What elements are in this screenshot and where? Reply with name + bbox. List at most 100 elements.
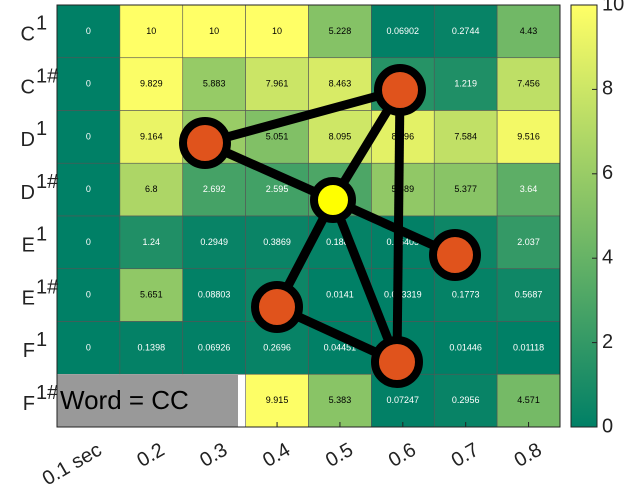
cell <box>56 4 121 59</box>
cell-label: 0.3869 <box>263 237 291 247</box>
cell-label: 0.01118 <box>513 342 544 352</box>
x-tick-label: 0.2 <box>133 439 168 472</box>
row-label: C <box>21 24 35 46</box>
cell-label: 0.0141 <box>326 290 354 300</box>
node <box>429 229 481 281</box>
cell <box>433 57 498 111</box>
cell-label: 0.06926 <box>198 342 231 352</box>
graph-overlay <box>179 64 481 388</box>
cell <box>496 4 561 59</box>
cell-label: 6.8 <box>145 184 158 194</box>
cell-label: 0.01446 <box>449 342 482 352</box>
row-label-sup: 1# <box>36 171 59 193</box>
cell-label: 0.2949 <box>200 237 228 247</box>
cell-label: 10 <box>272 26 282 36</box>
cell <box>433 162 498 217</box>
cell-label: 5.228 <box>329 26 352 36</box>
cell <box>496 162 561 217</box>
word-annotation: Word = CC <box>60 385 189 415</box>
cell-label: 5.883 <box>203 79 226 89</box>
row-label: E <box>22 235 35 257</box>
cell <box>119 162 184 217</box>
cell-label: 0.1883 <box>326 237 354 247</box>
row-label-sup: 1 <box>36 13 47 35</box>
cell-label: 3.64 <box>520 184 538 194</box>
cell <box>496 57 561 111</box>
cell <box>182 321 246 375</box>
cell-label: 8.095 <box>329 131 352 141</box>
cell-label: 0.2744 <box>452 26 480 36</box>
node <box>179 117 231 169</box>
cell <box>496 215 561 270</box>
node <box>374 64 426 116</box>
cell-label: 2.692 <box>203 184 226 194</box>
x-tick-label: 0.6 <box>385 439 420 472</box>
cell <box>496 321 561 375</box>
cell <box>119 268 184 322</box>
cell-label: 5.383 <box>329 395 352 405</box>
row-label: C <box>21 76 35 98</box>
plot-frame <box>56 4 561 428</box>
row-label-sup: 1# <box>36 382 59 404</box>
cell-label: 0 <box>86 79 91 89</box>
cell-label: 0.04451 <box>324 342 357 352</box>
x-tick-label: 0.3 <box>196 439 231 472</box>
cell <box>119 215 184 270</box>
cell <box>56 162 121 217</box>
cell <box>182 162 246 217</box>
cell <box>56 268 121 322</box>
node <box>251 281 303 333</box>
cell-label: 0.08803 <box>198 290 231 300</box>
cell <box>182 215 246 270</box>
cell-label: 9.829 <box>140 79 163 89</box>
cell-label: 0.5687 <box>515 290 543 300</box>
cell-label: 5.051 <box>266 131 289 141</box>
colorbar-tick-label: 10 <box>602 0 624 15</box>
cell <box>308 4 372 59</box>
cell-label: 10 <box>146 26 156 36</box>
cell <box>119 110 184 164</box>
cell <box>119 321 184 375</box>
cell-label: 0 <box>86 342 91 352</box>
heatmap: 0 10 10 10 5.228 0.06902 0.2744 4.43 0 9.829 5.883… <box>56 4 561 428</box>
cell-label: 0.1398 <box>138 342 166 352</box>
cell-label: 0 <box>86 290 91 300</box>
row-label-sup: 1# <box>36 65 59 87</box>
x-tick-label: 0.5 <box>322 439 357 472</box>
cell-label: 9.164 <box>140 131 163 141</box>
cell-label: 9.516 <box>517 131 540 141</box>
cell <box>371 4 435 59</box>
cell-label: 0.2956 <box>452 395 480 405</box>
colorbar-tick-label: 8 <box>602 78 613 100</box>
cell-label: 4.571 <box>517 395 540 405</box>
cell-label: 4.43 <box>520 26 538 36</box>
cell-label: 2.595 <box>266 184 289 194</box>
cell-label: 0 <box>86 131 91 141</box>
row-label: D <box>21 129 35 151</box>
cell <box>56 110 121 164</box>
node <box>371 336 423 388</box>
row-label-sup: 1 <box>36 224 47 246</box>
row-label: D <box>21 182 35 204</box>
cell-label: 7.584 <box>454 131 477 141</box>
colorbar-tick-label: 0 <box>602 415 613 437</box>
cell <box>245 4 309 59</box>
node <box>310 177 356 223</box>
cell <box>433 321 498 375</box>
colorbar-tick-label: 2 <box>602 331 613 353</box>
cell-label: 0 <box>86 184 91 194</box>
row-label-sup: 1# <box>36 276 59 298</box>
row-label: F <box>23 340 35 362</box>
cell-label: 1.24 <box>143 237 161 247</box>
row-label: F <box>23 393 35 415</box>
cell <box>182 268 246 322</box>
x-tick-label: 0.1 sec <box>39 439 106 490</box>
cell-label: 10 <box>209 26 219 36</box>
edge <box>328 198 402 364</box>
cell <box>433 373 498 428</box>
cell-label: 1.219 <box>454 79 477 89</box>
colorbar-tick-label: 4 <box>602 246 613 268</box>
colorbar-tick-label: 6 <box>602 162 613 184</box>
cell-label: 0.07247 <box>387 395 420 405</box>
